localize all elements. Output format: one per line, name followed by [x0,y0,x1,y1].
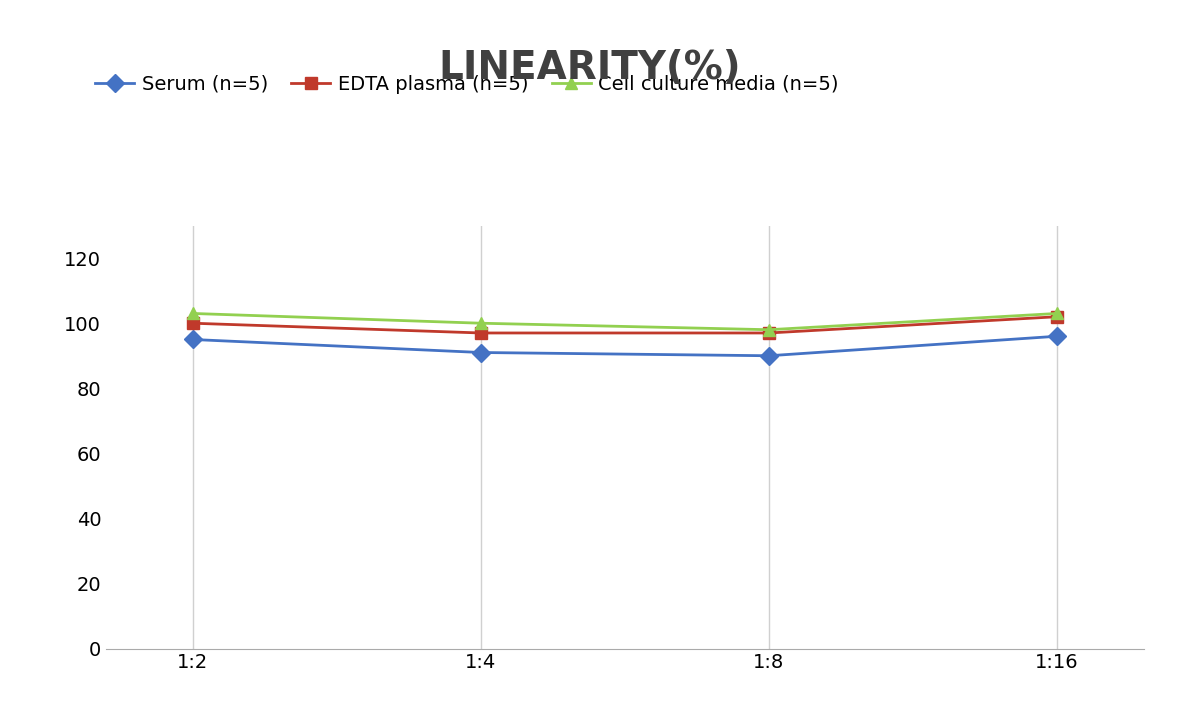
Cell culture media (n=5) [762,326,776,334]
Serum (n=5) [474,348,488,357]
EDTA plasma (n=5) [1050,312,1065,321]
Text: LINEARITY(%): LINEARITY(%) [439,49,740,87]
Cell culture media (n=5) [1050,309,1065,318]
EDTA plasma (n=5) [762,329,776,337]
Line: Serum (n=5): Serum (n=5) [186,330,1063,362]
Legend: Serum (n=5), EDTA plasma (n=5), Cell culture media (n=5): Serum (n=5), EDTA plasma (n=5), Cell cul… [95,75,839,94]
Line: EDTA plasma (n=5): EDTA plasma (n=5) [186,310,1063,339]
EDTA plasma (n=5) [474,329,488,337]
Serum (n=5) [1050,332,1065,341]
Cell culture media (n=5) [474,319,488,327]
EDTA plasma (n=5) [185,319,199,327]
Serum (n=5) [762,352,776,360]
Line: Cell culture media (n=5): Cell culture media (n=5) [186,307,1063,336]
Serum (n=5) [185,336,199,344]
Cell culture media (n=5) [185,309,199,318]
